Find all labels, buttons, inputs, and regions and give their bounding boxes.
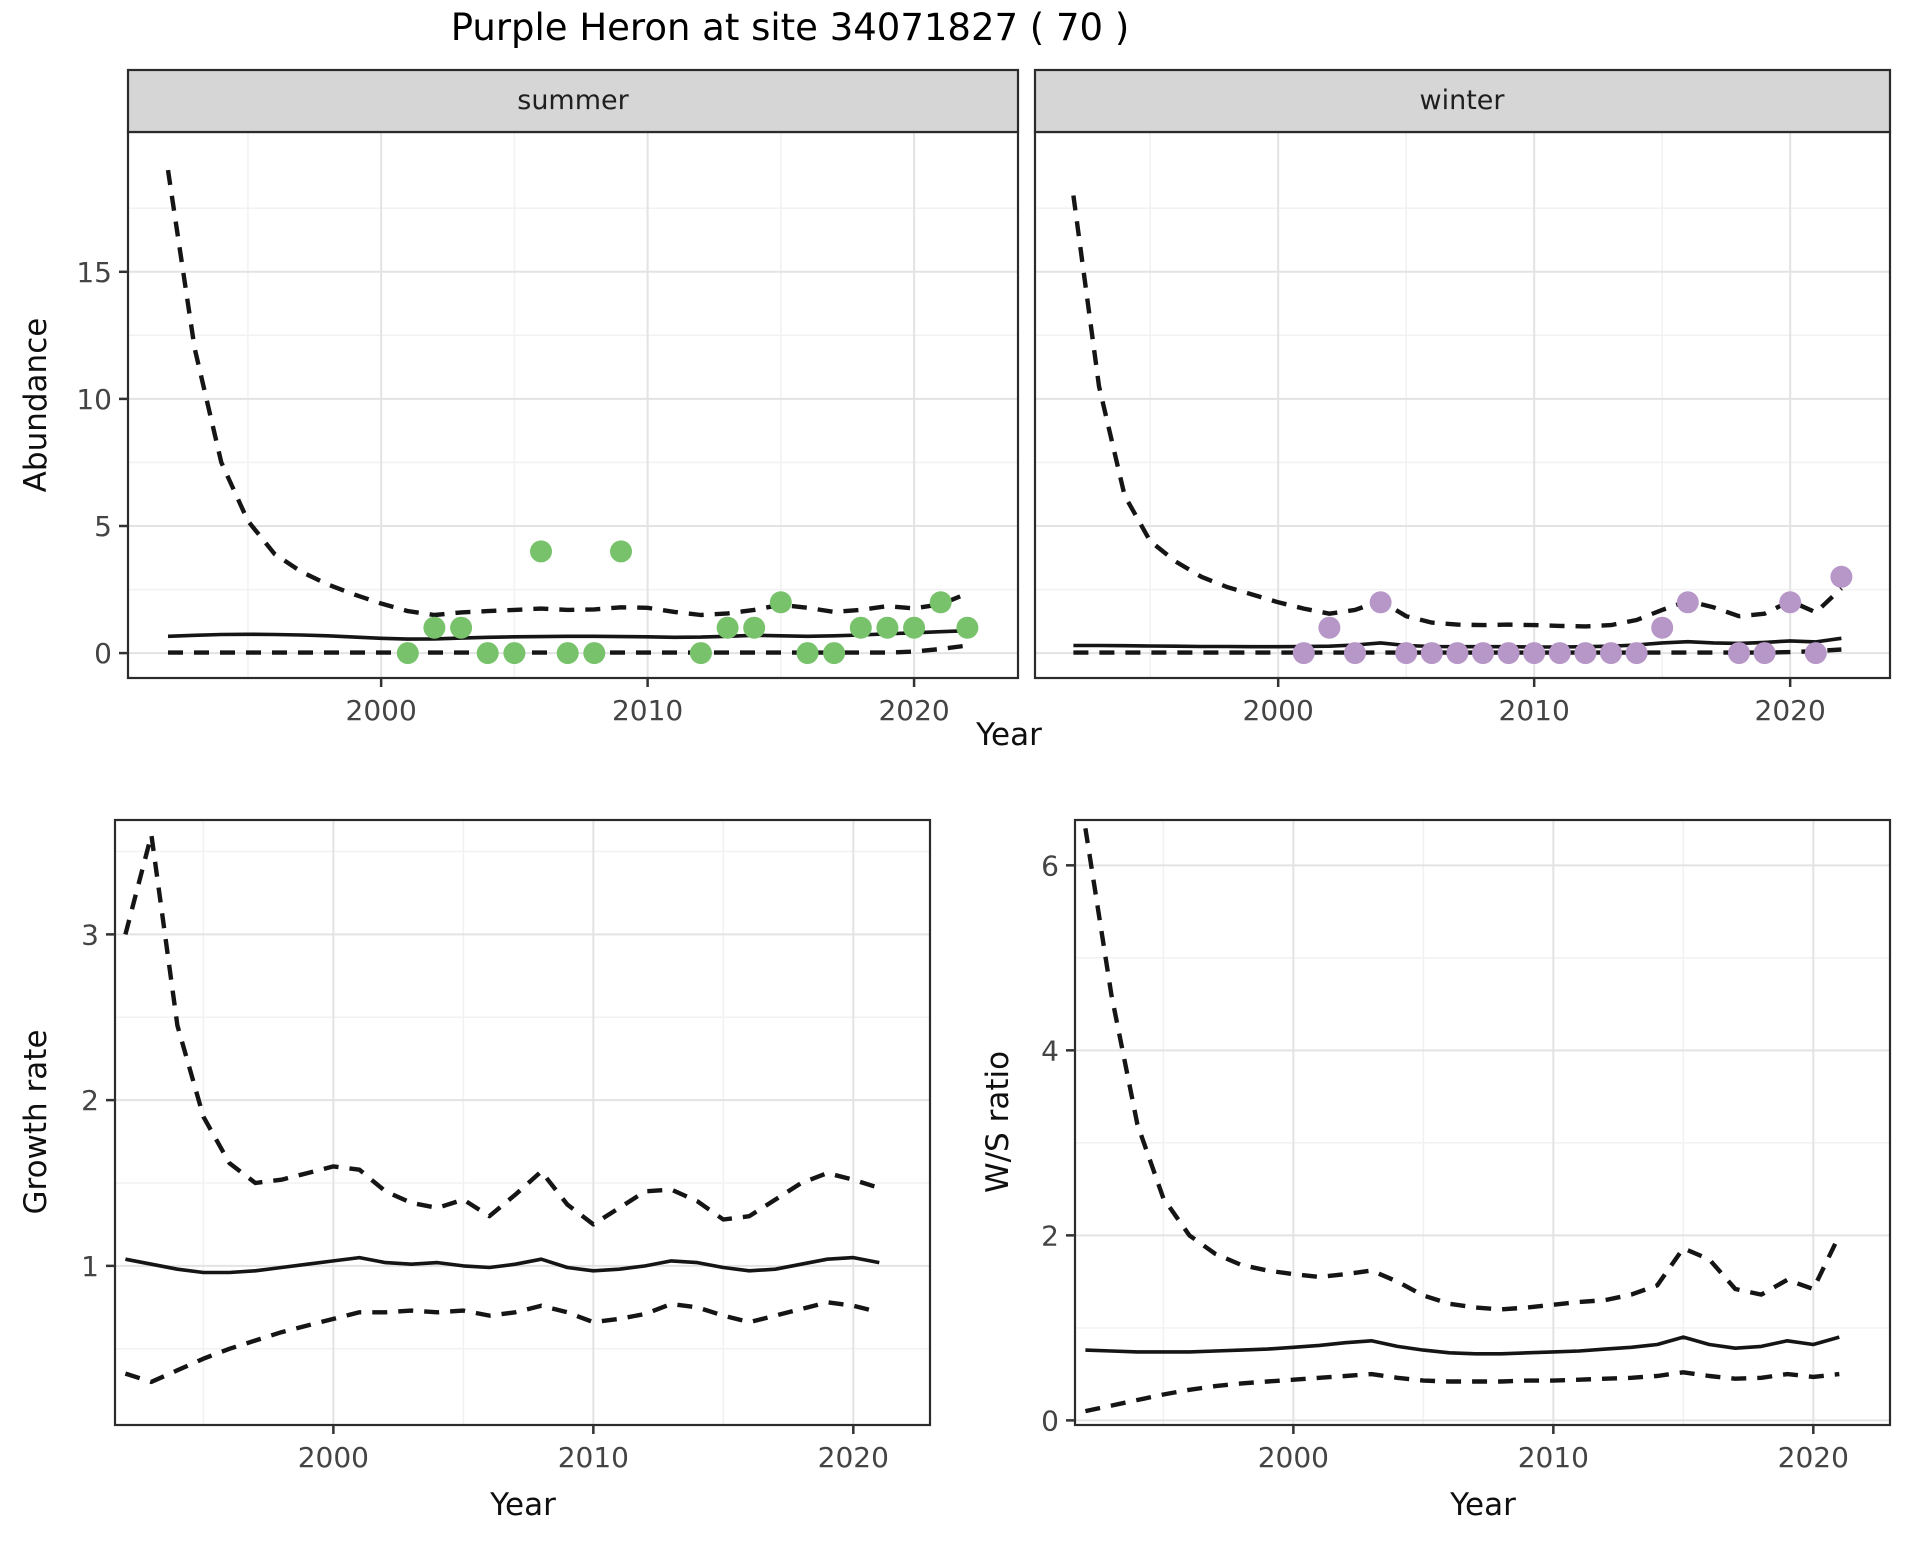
ws_ratio-panel	[1075, 820, 1890, 1425]
x-axis-title-year-ws: Year	[1450, 1487, 1516, 1523]
abundance_summer-observation-point	[689, 642, 712, 665]
abundance_winter-observation-point	[1753, 642, 1776, 665]
x-axis-title-year-growth: Year	[490, 1487, 556, 1523]
abundance_summer-observation-point	[876, 616, 899, 639]
abundance_summer-observation-point	[769, 591, 792, 614]
abundance_summer-observation-point	[530, 540, 552, 563]
abundance_winter-observation-point	[1548, 642, 1571, 665]
abundance_summer-observation-point	[476, 642, 499, 665]
x-tick-label: 2000	[346, 694, 417, 727]
growth_rate-estimate-line	[125, 1255, 880, 1275]
abundance_winter-observation-point	[1420, 642, 1443, 665]
abundance_winter-observation-point	[1472, 642, 1494, 665]
x-tick-label: 2020	[878, 694, 949, 727]
abundance_winter-observation-point	[1292, 642, 1315, 665]
x-tick-label: 2010	[558, 1441, 629, 1474]
x-tick-label: 2010	[1499, 694, 1570, 727]
y-axis-title-ws-ratio: W/S ratio	[980, 1050, 1016, 1194]
abundance_summer-observation-point	[503, 642, 526, 665]
y-tick-label: 10	[76, 383, 112, 416]
facet-strip-label-winter: winter	[1419, 85, 1505, 116]
y-tick-label: 15	[76, 256, 112, 289]
panel-border	[113, 818, 932, 1427]
abundance_winter-observation-point	[1523, 642, 1546, 665]
abundance_summer-observation-point	[450, 616, 473, 639]
x-tick-label: 2020	[818, 1441, 889, 1474]
abundance_summer-observation-point	[583, 642, 606, 665]
x-tick-label: 2010	[1518, 1441, 1589, 1474]
abundance_summer-observation-point	[929, 591, 952, 614]
y-tick-label: 3	[81, 918, 99, 951]
y-tick-label: 0	[1041, 1404, 1059, 1437]
ws_ratio-ci_upper-line	[1083, 827, 1842, 1312]
abundance_winter-observation-point	[1804, 642, 1827, 665]
abundance_summer-observation-point	[716, 616, 739, 639]
y-tick-label: 2	[81, 1084, 99, 1117]
ws_ratio-estimate-line	[1085, 1335, 1840, 1356]
abundance_winter-panel	[1035, 132, 1890, 678]
y-axis-title-growth-rate: Growth rate	[18, 1029, 54, 1215]
abundance_summer-estimate-line	[167, 628, 968, 641]
growth_rate-ci_upper-line	[123, 832, 880, 1227]
abundance_summer-observation-point	[396, 642, 419, 665]
y-tick-label: 2	[1041, 1219, 1059, 1252]
abundance_summer-ci_upper-line	[165, 169, 969, 618]
facet-strip	[126, 68, 1020, 134]
x-tick-label: 2000	[1243, 694, 1314, 727]
facet-strip-label-summer: summer	[517, 85, 629, 116]
growth_rate-ci_lower-line	[124, 1300, 880, 1385]
y-tick-label: 4	[1041, 1034, 1059, 1067]
abundance_summer-observation-point	[823, 642, 846, 665]
y-axis-title-abundance: Abundance	[18, 317, 54, 493]
growth_rate-panel	[115, 820, 930, 1425]
abundance_winter-observation-point	[1369, 591, 1392, 614]
abundance_winter-observation-point	[1728, 642, 1750, 665]
abundance_summer-observation-point	[610, 540, 632, 563]
abundance_summer-observation-point	[556, 642, 579, 665]
x-tick-label: 2010	[612, 694, 683, 727]
x-tick-label: 2020	[1755, 694, 1826, 727]
abundance_winter-observation-point	[1395, 642, 1418, 665]
abundance_winter-observation-point	[1625, 642, 1648, 665]
abundance_winter-observation-point	[1830, 565, 1853, 588]
abundance_winter-observation-point	[1651, 616, 1674, 639]
ws_ratio-ci_lower-line	[1084, 1370, 1840, 1414]
x-tick-label: 2020	[1778, 1441, 1849, 1474]
abundance_winter-observation-point	[1318, 616, 1341, 639]
y-tick-label: 0	[94, 637, 112, 670]
abundance_summer-observation-point	[796, 642, 819, 665]
abundance_summer-observation-point	[849, 616, 872, 639]
abundance_summer-panel	[128, 132, 1018, 678]
abundance_winter-observation-point	[1676, 591, 1699, 614]
abundance_winter-ci_upper-line	[1071, 195, 1843, 629]
x-tick-label: 2000	[1258, 1441, 1329, 1474]
chart-title: Purple Heron at site 34071827 ( 70 )	[450, 6, 1130, 49]
abundance_winter-observation-point	[1446, 642, 1469, 665]
abundance_summer-observation-point	[903, 616, 926, 639]
y-tick-label: 1	[81, 1250, 99, 1283]
abundance_winter-observation-point	[1497, 642, 1520, 665]
facet-strip	[1033, 68, 1892, 134]
panel-border	[1073, 818, 1892, 1427]
abundance_winter-observation-point	[1344, 642, 1366, 665]
abundance_winter-observation-point	[1574, 642, 1597, 665]
y-tick-label: 6	[1041, 849, 1059, 882]
abundance_winter-observation-point	[1779, 591, 1802, 614]
abundance_winter-observation-point	[1600, 642, 1622, 665]
abundance_summer-observation-point	[956, 616, 979, 639]
abundance_summer-observation-point	[423, 616, 446, 639]
y-tick-label: 5	[94, 510, 112, 543]
x-tick-label: 2000	[298, 1441, 369, 1474]
abundance_summer-observation-point	[743, 616, 766, 639]
x-axis-title-year-top: Year	[976, 717, 1042, 753]
